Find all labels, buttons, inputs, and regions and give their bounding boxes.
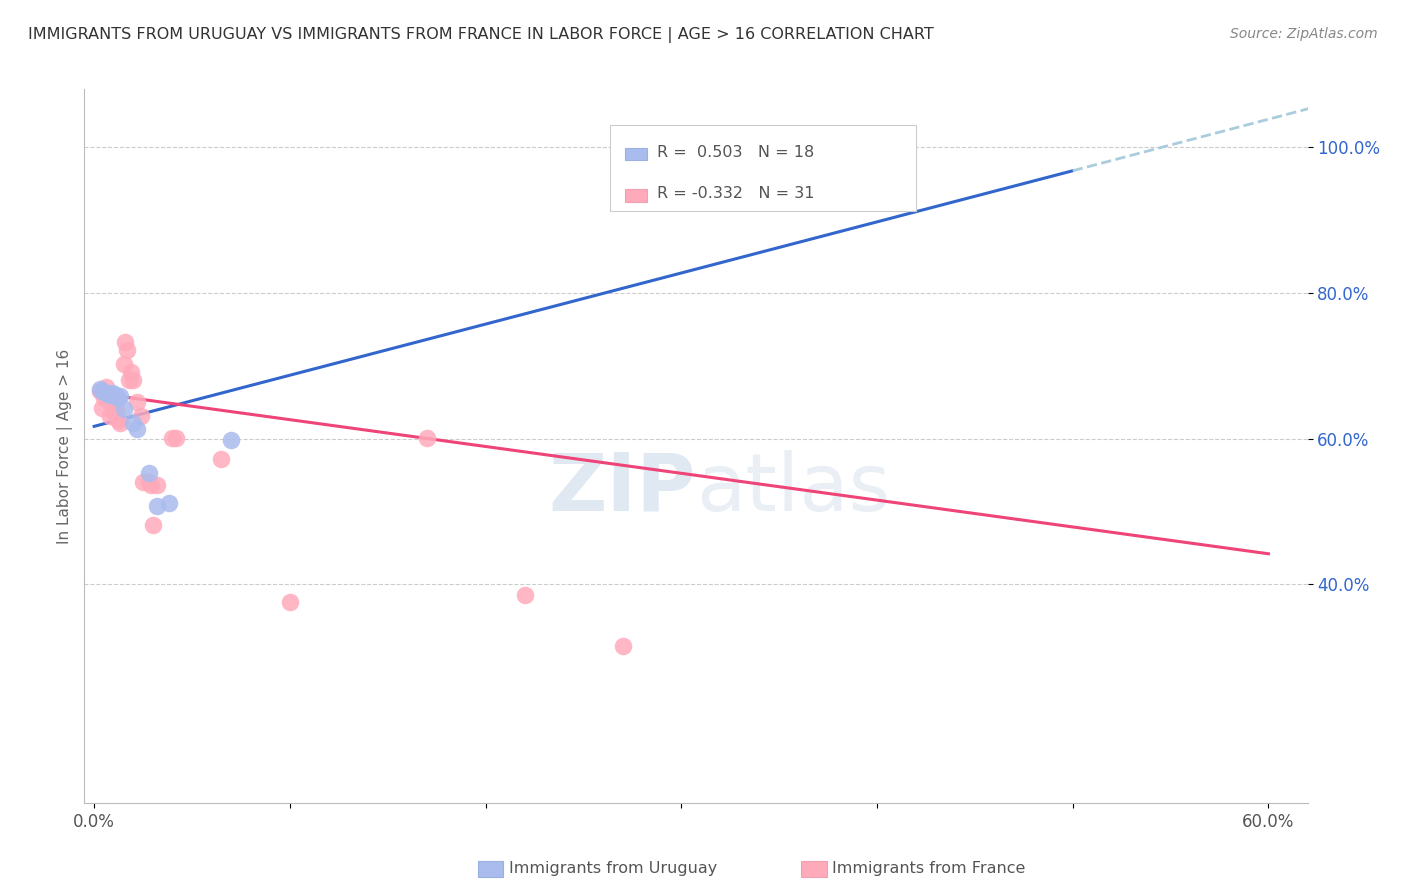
Point [162,431,184,445]
Point [93,385,115,400]
Text: R = -0.332   N = 31: R = -0.332 N = 31 [657,186,814,202]
Point [107,413,129,427]
Point [612,639,634,653]
Point [93,391,115,405]
Text: Source: ZipAtlas.com: Source: ZipAtlas.com [1230,27,1378,41]
Point [89,382,111,396]
Point [97,387,120,401]
Point [91,401,114,416]
Point [91,384,114,398]
Point [127,421,149,435]
Point [97,387,120,401]
Point [100,398,122,412]
Point [100,385,122,400]
Text: Immigrants from France: Immigrants from France [832,862,1026,876]
Point [117,343,139,357]
Text: ZIP: ZIP [548,450,696,528]
Point [112,401,135,416]
Point [157,496,180,510]
Point [139,478,162,492]
Point [103,386,125,401]
Text: IMMIGRANTS FROM URUGUAY VS IMMIGRANTS FROM FRANCE IN LABOR FORCE | AGE > 16 CORR: IMMIGRANTS FROM URUGUAY VS IMMIGRANTS FR… [28,27,934,43]
Point [120,365,142,379]
Point [103,405,125,419]
Point [89,384,111,398]
Point [112,357,135,371]
Point [98,409,121,424]
Text: atlas: atlas [696,450,890,528]
Point [94,380,117,394]
Point [132,475,155,489]
Point [219,433,242,447]
Point [104,401,127,416]
Text: R =  0.503   N = 18: R = 0.503 N = 18 [657,145,814,160]
Point [142,518,165,533]
Point [138,475,160,489]
Point [118,373,141,387]
Point [278,595,301,609]
Point [107,391,129,405]
Point [165,431,187,445]
Bar [610,125,917,211]
Point [108,417,131,431]
Text: Immigrants from Uruguay: Immigrants from Uruguay [509,862,717,876]
Point [94,385,117,400]
Point [146,478,169,492]
Point [209,452,232,467]
Bar [626,189,647,202]
Point [416,431,439,445]
Point [114,334,136,349]
Point [129,409,152,424]
Point [138,466,160,480]
Point [104,389,127,403]
Y-axis label: In Labor Force | Age > 16: In Labor Force | Age > 16 [58,349,73,543]
Point [513,588,536,602]
Point [127,394,149,409]
Point [108,389,131,403]
Point [98,388,121,402]
Point [122,373,145,387]
Point [122,417,145,431]
Bar [626,147,647,161]
Point [146,499,169,513]
